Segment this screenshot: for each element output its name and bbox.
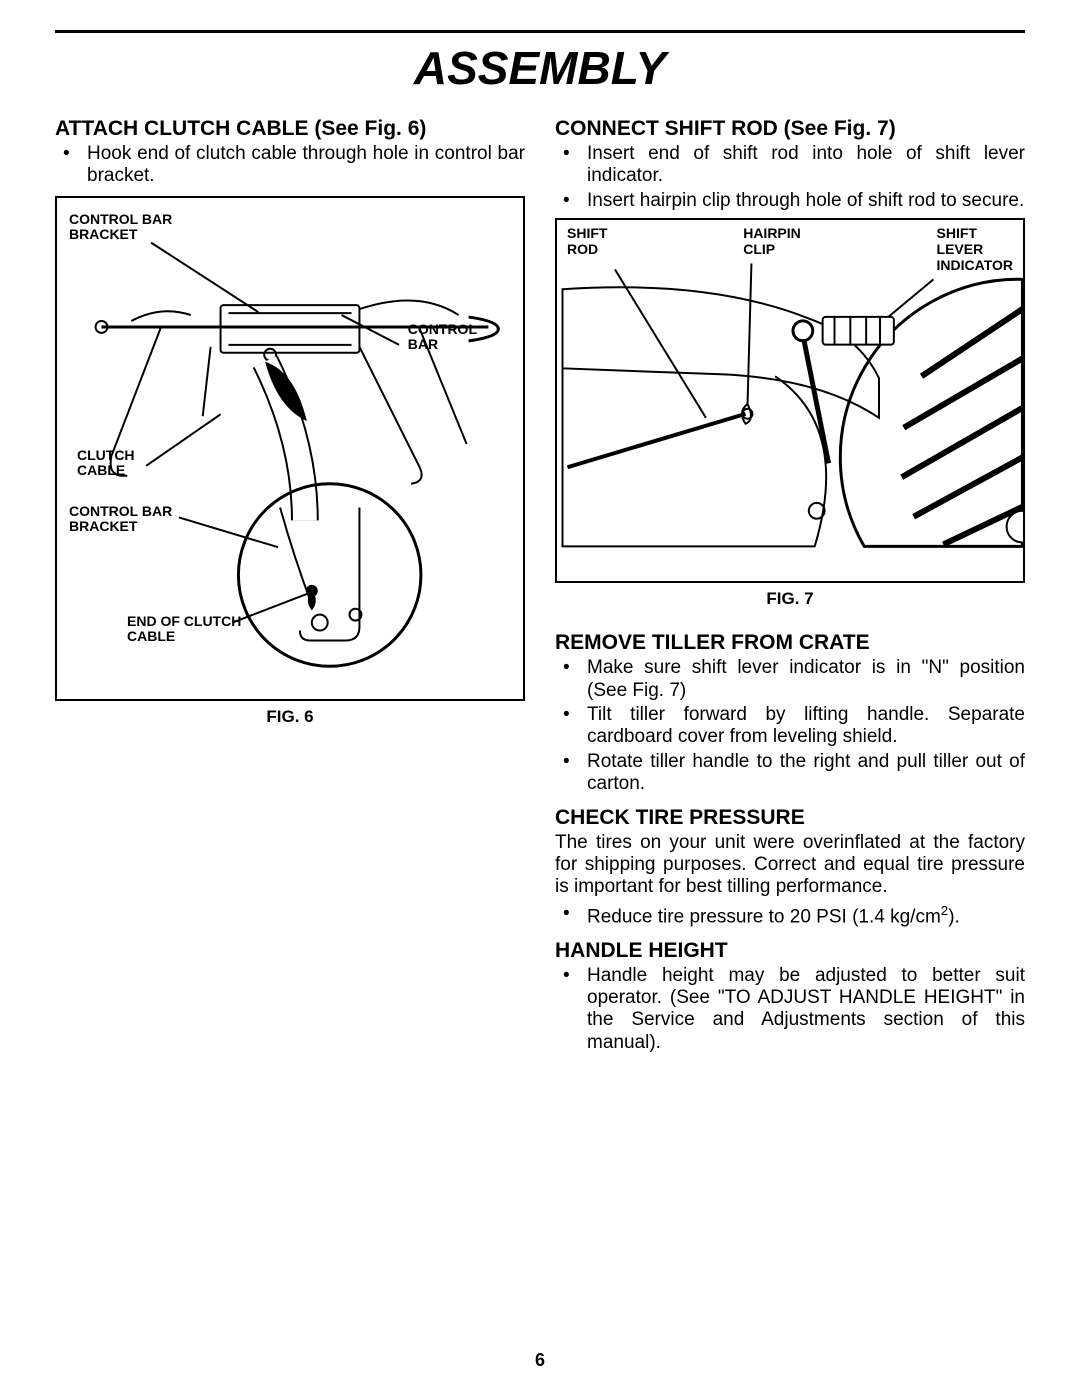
check-tire-heading: CHECK TIRE PRESSURE [555, 806, 1025, 830]
figure-7: SHIFT ROD HAIRPIN CLIP SHIFT LEVER INDIC… [555, 218, 1025, 583]
list-item: Make sure shift lever indicator is in "N… [555, 657, 1025, 702]
attach-clutch-list: Hook end of clutch cable through hole in… [55, 143, 525, 188]
remove-tiller-heading: REMOVE TILLER FROM CRATE [555, 631, 1025, 655]
figure-6-svg [57, 198, 523, 699]
handle-height-heading: HANDLE HEIGHT [555, 939, 1025, 963]
list-item: Rotate tiller handle to the right and pu… [555, 751, 1025, 796]
connect-shift-list: Insert end of shift rod into hole of shi… [555, 143, 1025, 212]
tire-psi-post: ). [948, 906, 960, 927]
right-column: CONNECT SHIFT ROD (See Fig. 7) Insert en… [555, 107, 1025, 1060]
columns: ATTACH CLUTCH CABLE (See Fig. 6) Hook en… [55, 107, 1025, 1060]
list-item: Tilt tiller forward by lifting handle. S… [555, 704, 1025, 749]
figure-7-caption: FIG. 7 [555, 589, 1025, 609]
list-item: Insert end of shift rod into hole of shi… [555, 143, 1025, 188]
page-number: 6 [0, 1350, 1080, 1371]
list-item: Reduce tire pressure to 20 PSI (1.4 kg/c… [555, 903, 1025, 929]
tire-paragraph: The tires on your unit were overinflated… [555, 832, 1025, 899]
remove-tiller-list: Make sure shift lever indicator is in "N… [555, 657, 1025, 795]
list-item: Insert hairpin clip through hole of shif… [555, 190, 1025, 212]
connect-shift-heading: CONNECT SHIFT ROD (See Fig. 7) [555, 117, 1025, 141]
tire-psi-pre: Reduce tire pressure to 20 PSI (1.4 kg/c… [587, 906, 941, 927]
figure-6-caption: FIG. 6 [55, 707, 525, 727]
tire-list: Reduce tire pressure to 20 PSI (1.4 kg/c… [555, 903, 1025, 929]
handle-height-list: Handle height may be adjusted to better … [555, 965, 1025, 1055]
list-item: Hook end of clutch cable through hole in… [55, 143, 525, 188]
attach-clutch-heading: ATTACH CLUTCH CABLE (See Fig. 6) [55, 117, 525, 141]
figure-7-svg [557, 220, 1023, 581]
list-item: Handle height may be adjusted to better … [555, 965, 1025, 1055]
left-column: ATTACH CLUTCH CABLE (See Fig. 6) Hook en… [55, 107, 525, 1060]
top-rule [55, 30, 1025, 33]
page-title: ASSEMBLY [55, 41, 1025, 95]
figure-6: CONTROL BAR BRACKET CONTROL BAR CLUTCH C… [55, 196, 525, 701]
